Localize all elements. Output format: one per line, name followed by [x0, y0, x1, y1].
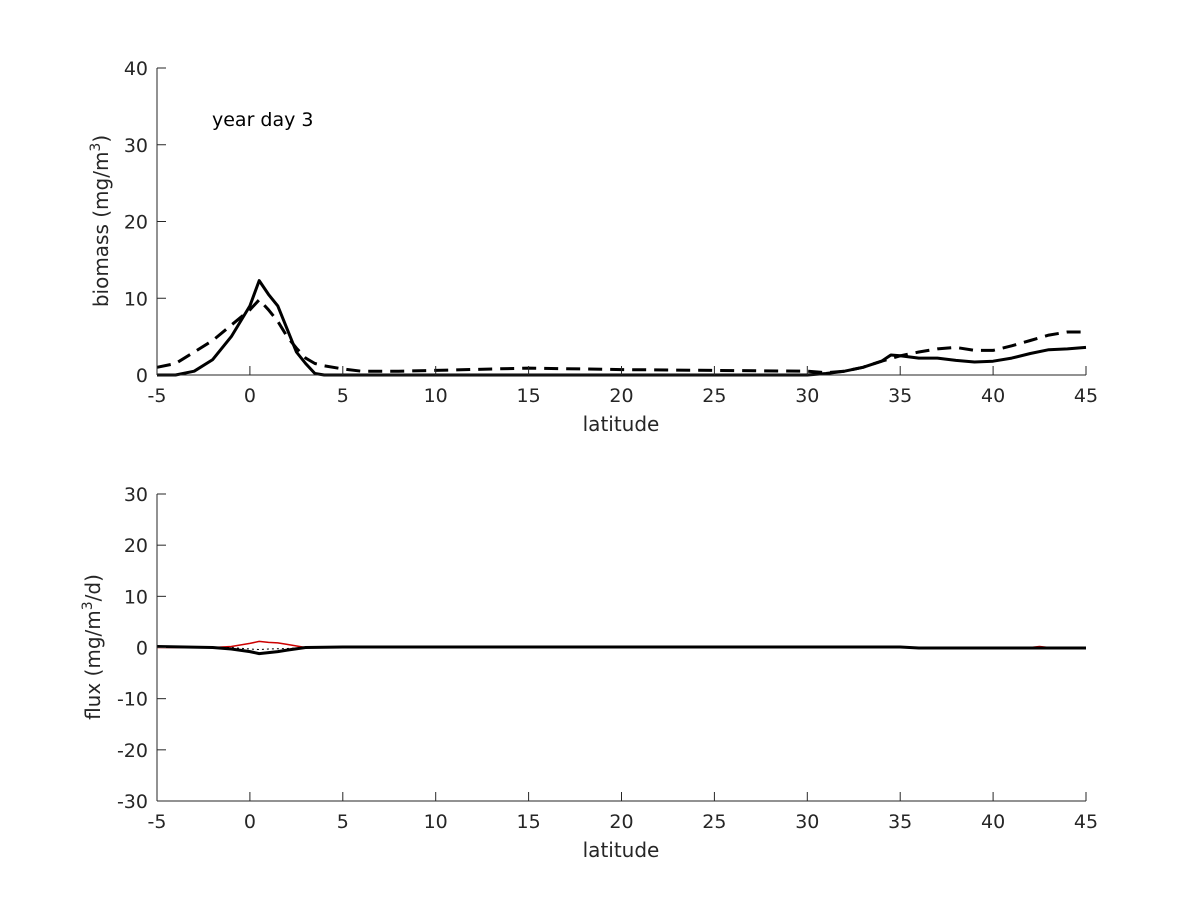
biomass-x-tick-label: 5 — [337, 385, 349, 407]
biomass-x-tick-label: 20 — [609, 385, 633, 407]
flux-ylabel: flux (mg/m3/d) — [80, 574, 105, 720]
biomass-x-tick-label: 30 — [795, 385, 819, 407]
flux-series — [156, 640, 1086, 656]
flux-series-3-line — [156, 645, 1086, 656]
biomass-xlabel: latitude — [583, 412, 660, 436]
flux-x-tick-label: 40 — [981, 811, 1005, 833]
flux-y-tick-label: 20 — [124, 535, 148, 557]
flux-y-tick-label: -20 — [117, 740, 148, 762]
flux-x-tick-label: 35 — [888, 811, 912, 833]
flux-x-tick-label: 5 — [337, 811, 349, 833]
biomass-x-tick-label: 10 — [424, 385, 448, 407]
flux-y-tick-label: 30 — [124, 484, 148, 506]
biomass-x-tick-label: 40 — [981, 385, 1005, 407]
biomass-series-1-line — [157, 279, 1087, 377]
biomass-y-tick-label: 30 — [124, 135, 148, 157]
flux-series-2-line — [157, 647, 1086, 650]
biomass-x-tick-label: -5 — [148, 385, 167, 407]
biomass-x-tick-label: 25 — [702, 385, 726, 407]
flux-axes: -5 0 5 10 15 20 25 30 35 40 45 -30 -20 -10 0 10 20 30 — [117, 484, 1098, 833]
biomass-x-tick-label: 0 — [244, 385, 256, 407]
flux-x-tick-label: 20 — [609, 811, 633, 833]
flux-xlabel: latitude — [583, 838, 660, 862]
biomass-x-tick-label: 15 — [517, 385, 541, 407]
biomass-y-tick-label: 20 — [124, 212, 148, 234]
flux-x-tick-label: 15 — [517, 811, 541, 833]
flux-y-tick-label: 0 — [136, 638, 148, 660]
biomass-ylabel: biomass (mg/m3) — [88, 135, 113, 307]
biomass-y-tick-label: 0 — [136, 365, 148, 387]
biomass-y-tick-label: 10 — [124, 288, 148, 310]
flux-y-tick-label: 10 — [124, 586, 148, 608]
biomass-y-tick-label: 40 — [124, 58, 148, 80]
flux-x-tick-label: 45 — [1074, 811, 1098, 833]
year-day-annotation: year day 3 — [212, 109, 314, 131]
flux-x-tick-label: 0 — [244, 811, 256, 833]
flux-x-tick-label: 25 — [702, 811, 726, 833]
flux-y-tick-label: -30 — [117, 791, 148, 813]
flux-x-tick-label: 10 — [424, 811, 448, 833]
biomass-series-2-line — [156, 298, 1086, 375]
biomass-x-tick-label: 35 — [888, 385, 912, 407]
biomass-series — [156, 279, 1087, 377]
flux-panel: -5 0 5 10 15 20 25 30 35 40 45 -30 -20 -10 0 10 20 30 lat… — [80, 484, 1098, 862]
flux-x-tick-label: 30 — [795, 811, 819, 833]
biomass-x-tick-label: 45 — [1074, 385, 1098, 407]
flux-x-tick-label: -5 — [148, 811, 167, 833]
flux-y-tick-label: -10 — [117, 689, 148, 711]
